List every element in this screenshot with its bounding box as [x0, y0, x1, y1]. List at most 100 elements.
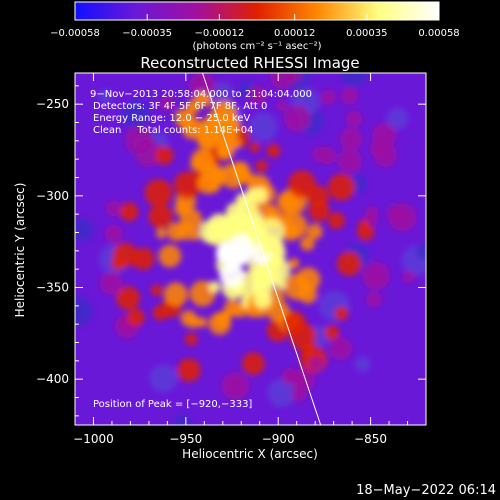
- emission-patch: [320, 89, 336, 105]
- emission-patch: [288, 170, 316, 198]
- emission-patch: [158, 244, 182, 268]
- emission-patch: [255, 159, 268, 173]
- negative-flux-patch: [75, 296, 93, 326]
- annotation-detectors: Detectors: 3F 4F 5F 6F 7F 8F, Att 0: [93, 101, 267, 112]
- bright-emission-patch: [215, 242, 238, 265]
- bright-emission-patch: [276, 279, 287, 290]
- negative-flux-patch: [386, 107, 409, 130]
- annotation-energy: Energy Range: 12.0 − 25.0 keV: [93, 113, 250, 124]
- negative-flux-patch: [267, 378, 297, 407]
- colorbar-tick-label: −0.00035: [122, 28, 172, 39]
- bright-emission-patch: [232, 165, 251, 184]
- emission-patch: [282, 213, 308, 239]
- colorbar-tick-label: −0.00058: [50, 28, 100, 39]
- colorbar-tick-label: 0.00058: [418, 28, 459, 39]
- emission-patch: [358, 219, 370, 231]
- negative-flux-patch: [121, 99, 151, 129]
- emission-patch: [373, 143, 398, 168]
- bright-emission-patch: [206, 220, 219, 232]
- emission-patch: [135, 139, 163, 167]
- emission-patch: [163, 282, 188, 307]
- emission-patch: [366, 291, 382, 308]
- peak-core: [232, 247, 251, 266]
- emission-patch: [221, 372, 250, 400]
- negative-flux-patch: [98, 89, 113, 104]
- negative-flux-patch: [416, 243, 426, 260]
- emission-patch: [242, 352, 265, 376]
- bright-emission-patch: [209, 182, 220, 193]
- emission-patch: [116, 286, 140, 311]
- emission-patch: [132, 247, 155, 271]
- emission-patch: [284, 105, 311, 132]
- emission-patch: [324, 325, 340, 340]
- emission-patch: [156, 228, 167, 239]
- x-tick-label: −1000: [73, 432, 114, 446]
- x-axis-label: Heliocentric X (arcsec): [182, 447, 318, 461]
- colorbar-tick-label: 0.00035: [346, 28, 387, 39]
- emission-patch: [339, 127, 363, 151]
- colorbar-label: (photons cm⁻² s⁻¹ asec⁻²): [192, 41, 321, 52]
- emission-patch: [208, 280, 221, 294]
- y-tick-label: −350: [36, 281, 69, 295]
- emission-patch: [402, 270, 415, 283]
- plot-frame: [74, 72, 427, 426]
- emission-patch: [306, 223, 323, 240]
- bright-emission-patch: [214, 121, 226, 133]
- emission-patch: [337, 148, 362, 174]
- footer-timestamp: 18−May−2022 06:14: [356, 483, 496, 498]
- x-tick-label: −850: [354, 432, 387, 446]
- emission-patch: [334, 306, 349, 321]
- emission-patch: [99, 272, 123, 295]
- emission-patch: [366, 206, 379, 219]
- negative-flux-patch: [340, 73, 367, 88]
- emission-patch: [283, 273, 310, 300]
- emission-patch: [127, 308, 145, 327]
- emission-patch: [144, 179, 173, 207]
- bright-emission-patch: [219, 262, 245, 288]
- emission-patch: [345, 110, 363, 127]
- colorbar: [74, 1, 440, 21]
- emission-patch: [263, 204, 279, 220]
- bright-emission-patch: [195, 91, 209, 105]
- emission-patch: [174, 200, 191, 217]
- bright-emission-patch: [253, 290, 272, 309]
- bright-emission-patch: [220, 114, 233, 127]
- y-axis-label: Heliocentric Y (arcsec): [13, 183, 27, 318]
- emission-patch: [266, 143, 281, 158]
- emission-patch: [328, 173, 355, 201]
- bright-emission-patch: [186, 99, 201, 114]
- colorbar-tick-label: 0.00012: [274, 28, 315, 39]
- peak-position-label: Position of Peak = [−920,−333]: [93, 399, 252, 410]
- emission-map: [75, 73, 426, 425]
- emission-patch: [248, 85, 268, 105]
- colorbar-ticks: −0.00058 −0.00035 −0.00012 0.00012 0.00035 0.…: [50, 14, 460, 39]
- bright-emission-patch: [224, 122, 240, 138]
- emission-patch: [104, 224, 123, 244]
- negative-flux-patch: [149, 364, 178, 393]
- chart-title: Reconstructed RHESSI Image: [140, 54, 359, 72]
- emission-patch: [340, 87, 358, 105]
- axis-ticks: −1000 −950 −900 −850 −250 −300 −350 −400: [36, 73, 427, 446]
- bright-emission-patch: [200, 161, 221, 182]
- emission-patch: [285, 73, 303, 83]
- emission-patch: [388, 203, 417, 232]
- emission-patch: [293, 369, 316, 392]
- emission-patch: [196, 316, 208, 328]
- y-tick-label: −300: [36, 189, 69, 203]
- emission-patch: [119, 202, 139, 222]
- y-tick-label: −400: [36, 372, 69, 386]
- emission-patch: [318, 146, 337, 165]
- emission-patch: [372, 123, 397, 148]
- emission-patch: [276, 100, 288, 112]
- plot-area: [75, 73, 426, 425]
- emission-patch: [336, 251, 362, 276]
- emission-patch: [309, 356, 324, 372]
- negative-flux-patch: [173, 413, 192, 425]
- bright-emission-patch: [245, 188, 258, 201]
- solar-limb-line: [201, 73, 322, 425]
- colorbar-tick-label: −0.00012: [194, 28, 244, 39]
- emission-patch: [249, 142, 261, 153]
- emission-patch: [177, 358, 201, 382]
- emission-patch: [185, 333, 198, 346]
- bright-emission-patch: [174, 108, 195, 128]
